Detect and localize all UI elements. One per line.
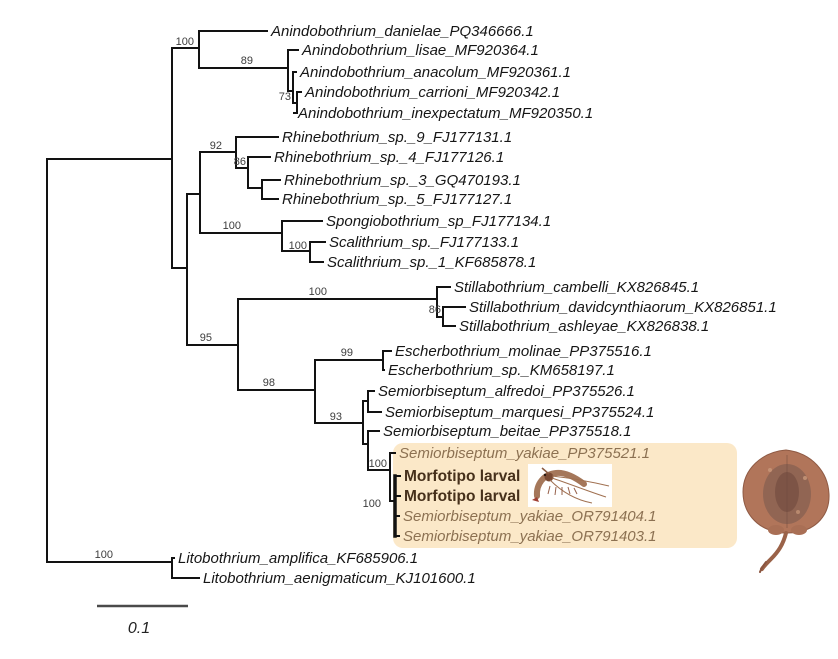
shrimp-larva-image bbox=[528, 464, 612, 507]
taxon-label: Stillabothrium_cambelli_KX826845.1 bbox=[454, 279, 699, 296]
taxon-label: Scalithrium_sp._FJ177133.1 bbox=[329, 234, 519, 251]
bootstrap-value: 100 bbox=[176, 36, 194, 48]
taxon-label: Morfotipo larval bbox=[404, 488, 520, 505]
taxon-label: Semiorbiseptum_beitae_PP375518.1 bbox=[383, 423, 632, 440]
taxon-label: Morfotipo larval bbox=[404, 468, 520, 485]
taxon-label: Rhinebothrium_sp._5_FJ177127.1 bbox=[282, 191, 512, 208]
scale-bar: 0.1 bbox=[97, 604, 188, 637]
taxon-label: Anindobothrium_lisae_MF920364.1 bbox=[301, 42, 539, 59]
bootstrap-value: 100 bbox=[289, 240, 307, 252]
bootstrap-value: 99 bbox=[341, 347, 353, 359]
taxon-label: Litobothrium_amplifica_KF685906.1 bbox=[178, 550, 418, 567]
taxon-label: Semiorbiseptum_alfredoi_PP375526.1 bbox=[378, 383, 635, 400]
bootstrap-value: 95 bbox=[200, 332, 212, 344]
taxon-label: Semiorbiseptum_yakiae_OR791404.1 bbox=[403, 508, 656, 525]
bootstrap-value: 73 bbox=[279, 91, 291, 103]
taxon-label: Semiorbiseptum_yakiae_PP375521.1 bbox=[399, 445, 650, 462]
bootstrap-value: 100 bbox=[369, 458, 387, 470]
taxon-label: Anindobothrium_anacolum_MF920361.1 bbox=[299, 64, 571, 81]
bootstrap-value: 100 bbox=[363, 498, 381, 510]
taxon-label: Stillabothrium_davidcynthiaorum_KX826851… bbox=[469, 299, 777, 316]
taxon-label: Semiorbiseptum_yakiae_OR791403.1 bbox=[403, 528, 656, 545]
bootstrap-value: 100 bbox=[223, 220, 241, 232]
scale-bar-label: 0.1 bbox=[128, 620, 150, 637]
taxon-label: Spongiobothrium_sp_FJ177134.1 bbox=[326, 213, 551, 230]
taxon-label: Escherbothrium_molinae_PP375516.1 bbox=[395, 343, 652, 360]
taxon-label: Rhinebothrium_sp._4_FJ177126.1 bbox=[274, 149, 504, 166]
bootstrap-value: 93 bbox=[330, 411, 342, 423]
taxon-label: Anindobothrium_carrioni_MF920342.1 bbox=[304, 84, 560, 101]
taxon-label: Anindobothrium_inexpectatum_MF920350.1 bbox=[297, 105, 593, 122]
bootstrap-value: 100 bbox=[309, 286, 327, 298]
taxon-label: Anindobothrium_danielae_PQ346666.1 bbox=[270, 23, 534, 40]
bootstrap-value: 100 bbox=[95, 549, 113, 561]
bootstrap-value: 98 bbox=[263, 377, 275, 389]
tree-layer: 100 Anindobothrium_danielae_PQ346666.1 89 A… bbox=[46, 23, 777, 587]
taxon-label: Stillabothrium_ashleyae_KX826838.1 bbox=[459, 318, 709, 335]
bootstrap-value: 86 bbox=[429, 304, 441, 316]
taxon-label: Rhinebothrium_sp._9_FJ177131.1 bbox=[282, 129, 512, 146]
taxon-label: Rhinebothrium_sp._3_GQ470193.1 bbox=[284, 172, 521, 189]
taxon-label: Litobothrium_aenigmaticum_KJ101600.1 bbox=[203, 570, 476, 587]
taxon-label: Escherbothrium_sp._KM658197.1 bbox=[388, 362, 615, 379]
taxon-label: Scalithrium_sp._1_KF685878.1 bbox=[327, 254, 536, 271]
bootstrap-value: 89 bbox=[241, 55, 253, 67]
bootstrap-value: 86 bbox=[234, 156, 246, 168]
taxon-label: Semiorbiseptum_marquesi_PP375524.1 bbox=[385, 404, 654, 421]
stingray-image bbox=[742, 449, 830, 573]
shrimp-photo-background bbox=[528, 464, 612, 507]
bootstrap-value: 92 bbox=[210, 140, 222, 152]
